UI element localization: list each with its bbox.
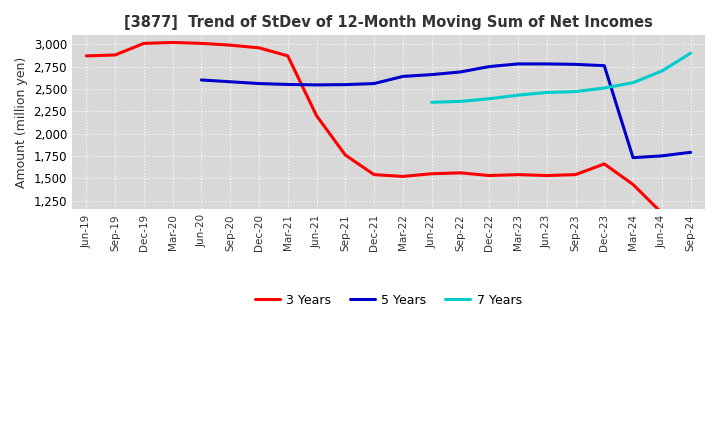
5 Years xyxy=(456,70,464,75)
3 Years xyxy=(284,53,292,59)
5 Years xyxy=(629,155,637,160)
3 Years xyxy=(399,174,408,179)
3 Years xyxy=(255,45,264,51)
5 Years xyxy=(485,64,493,69)
5 Years xyxy=(399,74,408,79)
Legend: 3 Years, 5 Years, 7 Years: 3 Years, 5 Years, 7 Years xyxy=(251,289,527,312)
5 Years xyxy=(427,72,436,77)
7 Years xyxy=(686,51,695,56)
3 Years xyxy=(168,40,177,45)
5 Years xyxy=(513,61,522,66)
5 Years xyxy=(341,82,350,87)
3 Years xyxy=(140,41,148,46)
5 Years xyxy=(370,81,379,86)
3 Years xyxy=(82,53,91,59)
7 Years xyxy=(485,96,493,101)
Y-axis label: Amount (million yen): Amount (million yen) xyxy=(15,57,28,188)
3 Years xyxy=(571,172,580,177)
3 Years xyxy=(226,43,235,48)
5 Years xyxy=(255,81,264,86)
3 Years xyxy=(427,171,436,176)
Line: 5 Years: 5 Years xyxy=(202,64,690,158)
7 Years xyxy=(600,85,608,91)
3 Years xyxy=(341,152,350,158)
5 Years xyxy=(542,61,551,66)
7 Years xyxy=(456,99,464,104)
3 Years xyxy=(111,52,120,58)
7 Years xyxy=(542,90,551,95)
7 Years xyxy=(629,80,637,85)
Title: [3877]  Trend of StDev of 12-Month Moving Sum of Net Incomes: [3877] Trend of StDev of 12-Month Moving… xyxy=(124,15,653,30)
3 Years xyxy=(600,161,608,167)
5 Years xyxy=(571,62,580,67)
5 Years xyxy=(312,82,321,88)
5 Years xyxy=(284,82,292,87)
3 Years xyxy=(197,41,206,46)
3 Years xyxy=(370,172,379,177)
3 Years xyxy=(456,170,464,176)
7 Years xyxy=(571,89,580,94)
3 Years xyxy=(542,173,551,178)
5 Years xyxy=(600,63,608,68)
5 Years xyxy=(197,77,206,83)
3 Years xyxy=(657,210,666,216)
5 Years xyxy=(226,79,235,84)
3 Years xyxy=(485,173,493,178)
Line: 3 Years: 3 Years xyxy=(86,43,690,217)
5 Years xyxy=(686,150,695,155)
3 Years xyxy=(513,172,522,177)
7 Years xyxy=(657,68,666,73)
3 Years xyxy=(686,215,695,220)
3 Years xyxy=(312,113,321,118)
7 Years xyxy=(427,100,436,105)
3 Years xyxy=(629,182,637,187)
5 Years xyxy=(657,153,666,158)
Line: 7 Years: 7 Years xyxy=(431,53,690,103)
7 Years xyxy=(513,92,522,98)
